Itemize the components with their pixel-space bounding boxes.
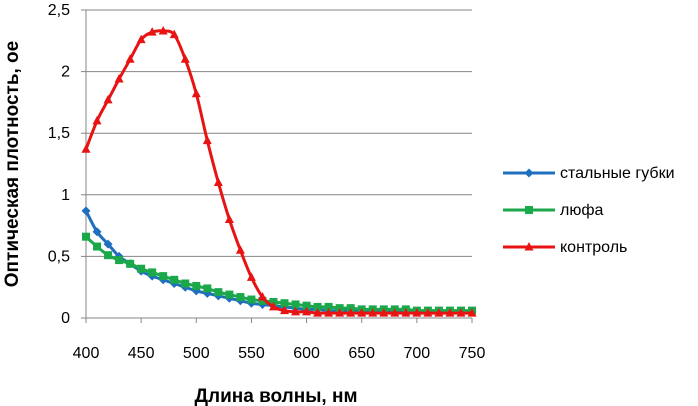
- data-point: [148, 268, 157, 277]
- data-point: [114, 73, 124, 83]
- data-point: [291, 306, 301, 316]
- data-point: [125, 54, 135, 63]
- data-point: [313, 308, 323, 317]
- data-point: [467, 308, 477, 317]
- data-point: [81, 206, 91, 216]
- data-point: [181, 279, 190, 288]
- data-point: [159, 272, 168, 281]
- data-point: [115, 256, 124, 265]
- y-tick-label: 0: [61, 310, 70, 327]
- data-point: [412, 308, 422, 317]
- y-tick-label: 2: [61, 64, 70, 81]
- data-point: [258, 296, 267, 305]
- data-point: [357, 308, 367, 317]
- data-point: [225, 290, 234, 299]
- data-point: [324, 308, 334, 317]
- data-point: [147, 27, 157, 36]
- data-point: [302, 306, 312, 316]
- data-point: [213, 177, 223, 186]
- data-point: [423, 308, 433, 317]
- series-line: [84, 210, 472, 314]
- data-point: [268, 301, 278, 311]
- y-axis-title: Оптическая плотность, ое: [2, 41, 23, 287]
- data-point: [180, 54, 190, 63]
- data-point: [104, 251, 113, 260]
- data-point: [390, 308, 400, 317]
- data-point: [203, 284, 212, 293]
- legend-label: люфа: [560, 202, 604, 219]
- data-point: [247, 295, 256, 304]
- data-point: [445, 308, 455, 317]
- data-point: [169, 29, 179, 39]
- axis-ticks: 0 0,5 1 1,5 2 2,5 400 450 500 550 600 650 700 750: [48, 2, 486, 362]
- data-point: [82, 232, 90, 241]
- data-point: [257, 292, 267, 301]
- data-point: [93, 242, 102, 251]
- data-point: [81, 144, 91, 153]
- x-tick-label: 650: [348, 345, 375, 362]
- data-point: [434, 308, 444, 317]
- x-axis-title: Длина волны, нм: [194, 386, 357, 406]
- data-point: [137, 264, 146, 273]
- data-point: [401, 308, 411, 317]
- data-point: [235, 245, 245, 254]
- data-point: [202, 135, 212, 145]
- series-3: [81, 25, 477, 317]
- data-point: [302, 301, 311, 310]
- data-point: [324, 302, 333, 311]
- series-layer: [81, 25, 477, 317]
- legend-label: контроль: [560, 239, 627, 256]
- data-point: [92, 115, 102, 125]
- data-point: [136, 34, 146, 44]
- y-tick-label: 1: [61, 187, 70, 204]
- legend-marker: [525, 206, 533, 214]
- data-point: [346, 308, 356, 317]
- legend: стальные губки люфа контроль: [503, 165, 675, 256]
- data-point: [158, 25, 168, 35]
- series-1: [81, 206, 477, 317]
- data-point: [224, 214, 234, 223]
- data-point: [236, 293, 245, 302]
- data-point: [335, 308, 345, 317]
- legend-item: контроль: [503, 239, 627, 256]
- legend-marker: [524, 242, 534, 251]
- data-point: [246, 272, 256, 281]
- x-tick-label: 750: [459, 345, 486, 362]
- data-point: [456, 308, 466, 317]
- data-point: [103, 239, 113, 249]
- data-point: [280, 305, 290, 315]
- data-point: [379, 308, 389, 317]
- legend-item: стальные губки: [503, 165, 675, 182]
- data-point: [214, 288, 223, 297]
- x-tick-label: 700: [404, 345, 431, 362]
- legend-item: люфа: [503, 202, 604, 219]
- legend-marker: [524, 168, 534, 178]
- data-point: [368, 308, 378, 317]
- data-point: [313, 302, 322, 311]
- data-point: [191, 88, 201, 98]
- y-tick-label: 2,5: [48, 2, 70, 19]
- y-tick-label: 0,5: [48, 248, 70, 265]
- x-tick-label: 600: [293, 345, 320, 362]
- legend-label: стальные губки: [560, 165, 675, 182]
- x-tick-label: 500: [183, 345, 210, 362]
- x-tick-label: 400: [73, 345, 100, 362]
- y-tick-label: 1,5: [48, 125, 70, 142]
- data-point: [92, 227, 102, 237]
- gridlines: [86, 9, 472, 257]
- x-tick-label: 450: [128, 345, 155, 362]
- data-point: [103, 94, 113, 104]
- data-point: [126, 259, 135, 268]
- data-point: [192, 281, 201, 290]
- data-point: [291, 300, 300, 309]
- x-tick-label: 550: [238, 345, 265, 362]
- data-point: [170, 275, 179, 284]
- data-point: [280, 299, 289, 308]
